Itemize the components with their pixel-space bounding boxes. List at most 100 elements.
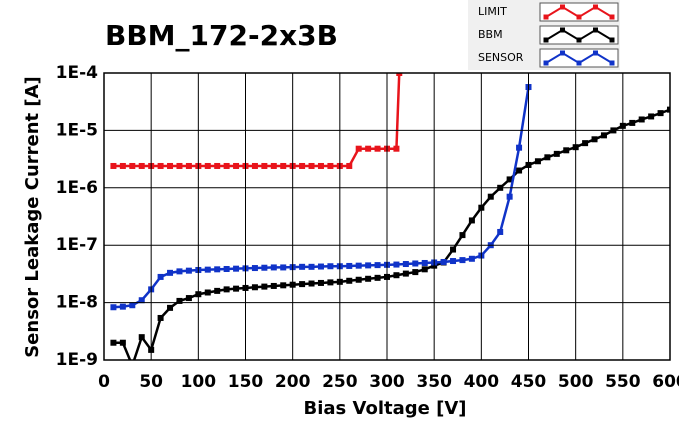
data-point bbox=[667, 106, 670, 113]
data-point bbox=[223, 162, 230, 169]
data-point bbox=[299, 162, 306, 169]
legend-marker bbox=[560, 27, 565, 33]
data-point bbox=[223, 286, 230, 293]
x-tick-label: 250 bbox=[322, 372, 358, 392]
data-point bbox=[308, 162, 315, 169]
data-point bbox=[176, 297, 183, 304]
data-point bbox=[110, 339, 117, 346]
y-tick-label: 1E-5 bbox=[56, 120, 98, 140]
data-point bbox=[119, 162, 126, 169]
plot-border bbox=[103, 72, 671, 361]
data-point bbox=[327, 263, 334, 270]
data-point bbox=[591, 136, 598, 143]
data-point bbox=[176, 162, 183, 169]
data-point bbox=[204, 162, 211, 169]
data-point bbox=[233, 285, 240, 292]
data-point bbox=[365, 262, 372, 269]
data-point bbox=[346, 277, 353, 284]
data-point bbox=[374, 145, 381, 152]
legend-marker bbox=[543, 60, 549, 66]
data-point bbox=[317, 162, 324, 169]
y-axis-label: Sensor Leakage Current [A] bbox=[22, 76, 43, 358]
data-point bbox=[412, 269, 419, 276]
data-point bbox=[185, 162, 192, 169]
x-tick-label: 350 bbox=[416, 372, 452, 392]
legend-marker bbox=[609, 14, 615, 20]
data-point bbox=[110, 304, 117, 311]
x-tick-label: 500 bbox=[558, 372, 594, 392]
data-point bbox=[440, 258, 447, 265]
data-point bbox=[327, 162, 334, 169]
data-point bbox=[129, 162, 136, 169]
x-tick-label: 150 bbox=[228, 372, 264, 392]
data-point bbox=[214, 162, 221, 169]
data-point bbox=[365, 275, 372, 282]
data-point bbox=[487, 193, 494, 200]
legend-marker bbox=[593, 50, 598, 56]
data-point bbox=[110, 162, 117, 169]
data-point bbox=[553, 150, 560, 157]
legend-marker bbox=[560, 50, 565, 56]
data-point bbox=[167, 162, 174, 169]
data-point bbox=[506, 176, 513, 183]
x-tick-label: 550 bbox=[605, 372, 641, 392]
legend-marker bbox=[593, 27, 598, 33]
x-tick-label: 100 bbox=[181, 372, 217, 392]
data-point bbox=[648, 113, 655, 120]
data-point bbox=[270, 282, 277, 289]
legend-marker bbox=[543, 37, 549, 43]
x-axis-label: Bias Voltage [V] bbox=[304, 398, 467, 419]
data-point bbox=[638, 116, 645, 123]
data-point bbox=[346, 162, 353, 169]
data-point bbox=[270, 264, 277, 271]
data-point bbox=[582, 140, 589, 147]
data-point bbox=[251, 265, 258, 272]
legend-marker bbox=[576, 60, 582, 66]
data-point bbox=[629, 119, 636, 126]
data-point bbox=[402, 261, 409, 268]
data-point bbox=[261, 264, 268, 271]
data-point bbox=[450, 246, 457, 253]
data-point bbox=[412, 260, 419, 267]
data-point bbox=[157, 162, 164, 169]
data-point bbox=[261, 162, 268, 169]
x-tick-label: 0 bbox=[98, 372, 110, 392]
legend-label: SENSOR bbox=[478, 51, 524, 64]
data-point bbox=[308, 263, 315, 270]
data-point bbox=[204, 266, 211, 273]
data-point bbox=[270, 162, 277, 169]
data-point bbox=[468, 217, 475, 224]
data-point bbox=[138, 334, 145, 341]
data-point bbox=[119, 303, 126, 310]
legend-label: LIMIT bbox=[478, 5, 507, 18]
data-point bbox=[516, 167, 523, 174]
data-point bbox=[119, 339, 126, 346]
y-tick-label: 1E-7 bbox=[56, 235, 98, 255]
data-point bbox=[129, 302, 136, 309]
data-point bbox=[214, 287, 221, 294]
data-point bbox=[346, 262, 353, 269]
y-tick-label: 1E-9 bbox=[56, 350, 98, 370]
legend-swatch-box bbox=[539, 25, 619, 45]
data-point bbox=[459, 257, 466, 264]
data-point bbox=[233, 265, 240, 272]
chart-title: BBM_172-2x3B bbox=[105, 19, 338, 52]
data-point bbox=[374, 262, 381, 269]
data-point bbox=[185, 267, 192, 274]
data-point bbox=[544, 154, 551, 161]
data-point bbox=[157, 273, 164, 280]
data-point bbox=[563, 147, 570, 154]
y-tick-label: 1E-8 bbox=[56, 293, 98, 313]
data-point bbox=[459, 232, 466, 239]
x-tick-label: 400 bbox=[464, 372, 500, 392]
data-point bbox=[506, 193, 513, 200]
data-point bbox=[421, 259, 428, 266]
data-point bbox=[280, 264, 287, 271]
data-point bbox=[204, 289, 211, 296]
data-point bbox=[251, 284, 258, 291]
data-point bbox=[534, 158, 541, 165]
data-point bbox=[374, 274, 381, 281]
data-point bbox=[167, 304, 174, 311]
data-point bbox=[355, 262, 362, 269]
